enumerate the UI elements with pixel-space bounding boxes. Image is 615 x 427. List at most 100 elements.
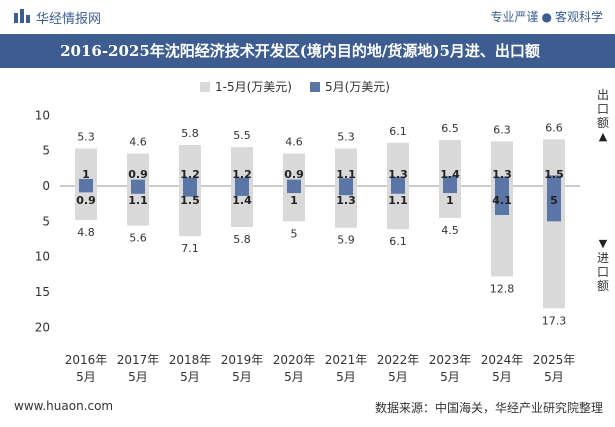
bar-monthly-export xyxy=(443,176,457,186)
x-tick-label-year: 2019年 xyxy=(221,353,264,367)
data-label-cumulative-import: 5 xyxy=(291,227,298,240)
bar-cumulative-export xyxy=(335,148,357,186)
data-label-monthly-export: 1.2 xyxy=(180,168,200,181)
data-label-cumulative-import: 4.5 xyxy=(441,224,459,237)
data-label-cumulative-import: 7.1 xyxy=(181,242,199,255)
slogan: 专业严谨 ● 客观科学 xyxy=(490,8,603,25)
chart-legend: 1-5月(万美元) 5月(万美元) xyxy=(200,78,390,95)
bar-monthly-export xyxy=(547,175,561,186)
data-label-monthly-export: 1.3 xyxy=(388,168,408,181)
x-tick-label-year: 2022年 xyxy=(377,353,420,367)
x-tick-label-month: 5月 xyxy=(336,370,356,384)
export-side-label: 出口额 ▲ xyxy=(595,88,611,144)
legend-item-cumulative: 1-5月(万美元) xyxy=(200,78,292,95)
legend-swatch-monthly xyxy=(309,81,320,92)
data-label-cumulative-import: 12.8 xyxy=(490,282,515,295)
bar-monthly-export xyxy=(183,177,197,186)
y-tick-label: 0 xyxy=(42,179,50,193)
data-label-monthly-import: 4.1 xyxy=(492,194,512,207)
bar-cumulative-export xyxy=(543,139,565,186)
slogan-dot: ● xyxy=(541,10,552,24)
x-tick-label-month: 5月 xyxy=(128,370,148,384)
x-tick-label-month: 5月 xyxy=(388,370,408,384)
y-tick-label: 20 xyxy=(35,320,50,334)
data-label-monthly-export: 0.9 xyxy=(284,168,304,181)
data-label-cumulative-export: 5.3 xyxy=(77,131,95,144)
bar-monthly-export xyxy=(391,176,405,186)
x-tick-label-month: 5月 xyxy=(544,370,564,384)
data-label-cumulative-import: 4.8 xyxy=(77,226,95,239)
bar-cumulative-import xyxy=(439,186,461,218)
data-label-monthly-import: 1.4 xyxy=(232,194,252,207)
bar-cumulative-export xyxy=(439,140,461,186)
x-tick-label-year: 2016年 xyxy=(65,353,108,367)
x-tick-label-month: 5月 xyxy=(180,370,200,384)
data-label-cumulative-export: 6.3 xyxy=(493,123,511,136)
data-label-monthly-import: 1.3 xyxy=(336,194,356,207)
import-side-label: ▼ 进口额 xyxy=(595,237,611,293)
data-label-cumulative-export: 5.8 xyxy=(181,127,199,140)
bar-cumulative-import xyxy=(231,186,253,228)
legend-label-monthly: 5月(万美元) xyxy=(324,80,390,94)
data-label-cumulative-export: 4.6 xyxy=(129,135,147,148)
data-label-cumulative-export: 5.3 xyxy=(337,131,355,144)
bar-cumulative-export xyxy=(75,148,97,186)
data-label-monthly-import: 1 xyxy=(446,194,454,207)
bar-cumulative-export xyxy=(179,144,201,186)
bar-cumulative-export xyxy=(231,147,253,186)
bar-cumulative-import xyxy=(179,186,201,237)
bar-monthly-import xyxy=(443,186,457,194)
title-bar: 2016-2025年沈阳经济技术开发区(境内目的地/货源地)5月进、出口额 xyxy=(0,34,615,68)
chart-title: 2016-2025年沈阳经济技术开发区(境内目的地/货源地)5月进、出口额 xyxy=(60,42,540,60)
data-label-cumulative-export: 4.6 xyxy=(285,135,303,148)
data-label-monthly-import: 0.9 xyxy=(76,194,96,207)
data-label-monthly-import: 1.1 xyxy=(388,194,408,207)
data-label-cumulative-export: 6.5 xyxy=(441,122,459,135)
up-arrow-icon: ▲ xyxy=(598,130,608,143)
legend-item-monthly: 5月(万美元) xyxy=(309,78,390,95)
data-label-cumulative-import: 5.9 xyxy=(337,234,355,247)
x-tick-label-year: 2025年 xyxy=(533,353,576,367)
data-label-monthly-import: 5 xyxy=(550,194,558,207)
bar-monthly-export xyxy=(131,179,145,186)
bar-monthly-import xyxy=(547,186,561,222)
bar-cumulative-export xyxy=(283,153,305,186)
bar-cumulative-import xyxy=(127,186,149,226)
bar-monthly-import xyxy=(79,186,93,193)
x-tick-label-month: 5月 xyxy=(440,370,460,384)
x-tick-label-year: 2020年 xyxy=(273,353,316,367)
bar-monthly-export xyxy=(339,178,353,186)
down-arrow-icon: ▼ xyxy=(598,237,608,250)
x-tick-label-month: 5月 xyxy=(492,370,512,384)
bar-cumulative-import xyxy=(335,186,357,228)
data-label-monthly-export: 1.1 xyxy=(336,168,356,181)
bar-monthly-import xyxy=(183,186,197,197)
legend-label-cumulative: 1-5月(万美元) xyxy=(215,80,292,94)
data-label-monthly-export: 1.3 xyxy=(492,168,512,181)
bar-monthly-export xyxy=(79,178,93,186)
data-label-monthly-import: 1.1 xyxy=(128,194,148,207)
bar-monthly-export xyxy=(495,176,509,186)
data-label-monthly-export: 1.2 xyxy=(232,168,252,181)
data-label-monthly-import: 1.5 xyxy=(180,194,200,207)
data-label-monthly-export: 1 xyxy=(82,168,90,181)
x-tick-label-year: 2024年 xyxy=(481,353,524,367)
data-label-cumulative-import: 17.3 xyxy=(542,314,567,327)
data-label-monthly-export: 1.5 xyxy=(544,168,564,181)
x-tick-label-year: 2018年 xyxy=(169,353,212,367)
brand-name: 华经情报网 xyxy=(36,12,102,27)
y-tick-label: 15 xyxy=(35,285,50,299)
bar-cumulative-export xyxy=(387,142,409,186)
slogan-right: 客观科学 xyxy=(554,10,603,24)
data-label-monthly-export: 1.4 xyxy=(440,168,460,181)
bar-cumulative-import xyxy=(75,186,97,220)
x-tick-label-year: 2017年 xyxy=(117,353,160,367)
y-tick-label: 5 xyxy=(42,144,50,158)
data-label-cumulative-import: 5.8 xyxy=(233,233,251,246)
top-bar: 华经情报网 专业严谨 ● 客观科学 xyxy=(0,0,615,33)
x-tick-label-year: 2023年 xyxy=(429,353,472,367)
bar-monthly-import xyxy=(391,186,405,194)
website-link[interactable]: www.huaon.com xyxy=(14,399,114,413)
import-label: 进口额 xyxy=(596,251,609,293)
